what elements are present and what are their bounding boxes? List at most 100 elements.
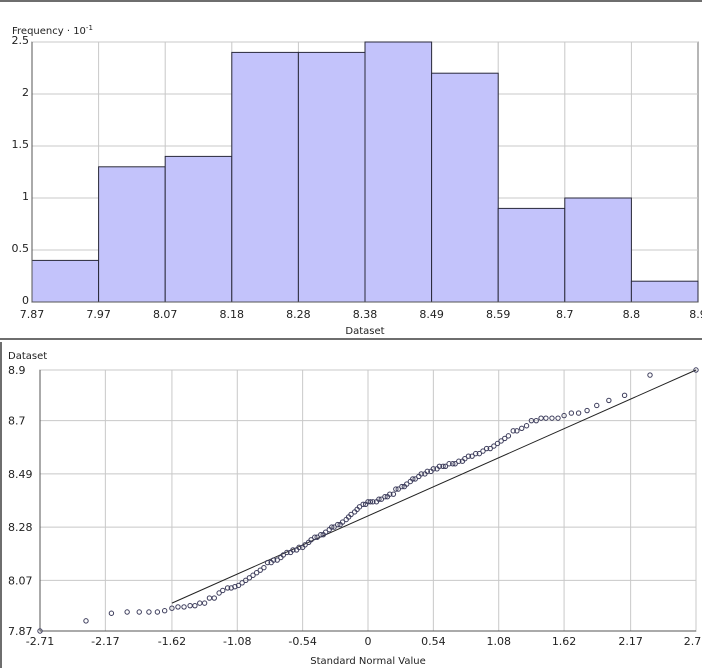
data-point xyxy=(216,590,222,596)
data-point xyxy=(469,453,475,459)
data-point xyxy=(367,499,374,505)
data-point xyxy=(270,557,277,563)
x-tick-label: -0.54 xyxy=(288,635,316,648)
data-point xyxy=(243,577,249,584)
data-point xyxy=(621,392,628,399)
y-tick-label: 8.49 xyxy=(8,468,33,481)
data-point xyxy=(264,559,271,566)
data-point xyxy=(378,496,385,502)
histogram-bar xyxy=(164,155,233,303)
y-tick-label: 8.9 xyxy=(8,364,26,377)
data-point xyxy=(533,417,539,424)
x-tick-label: 7.97 xyxy=(86,308,111,321)
data-point xyxy=(594,402,600,409)
data-point xyxy=(568,410,575,416)
data-point xyxy=(239,580,245,586)
y-tick-label: 7.87 xyxy=(8,625,33,638)
data-point xyxy=(274,557,280,563)
data-point xyxy=(549,415,555,421)
data-point xyxy=(382,493,388,500)
x-tick-label: 0 xyxy=(365,635,372,648)
data-point xyxy=(505,433,512,439)
data-point xyxy=(476,450,483,457)
data-point xyxy=(220,587,226,594)
data-point xyxy=(390,491,397,497)
data-point xyxy=(314,534,320,540)
x-tick-label: 8.8 xyxy=(623,308,641,321)
data-point xyxy=(261,564,267,571)
data-point xyxy=(561,412,567,419)
histogram-bar xyxy=(431,72,499,303)
x-tick-label: 8.28 xyxy=(286,308,311,321)
histogram-bar xyxy=(364,41,433,303)
histogram-bar xyxy=(231,51,299,303)
y-tick-label: 0 xyxy=(22,294,29,307)
x-tick-label: 2.17 xyxy=(618,635,643,648)
x-tick-label: 7.87 xyxy=(20,308,45,321)
data-point xyxy=(253,570,260,576)
histogram-bar xyxy=(31,259,100,303)
x-tick-label: 8.18 xyxy=(220,308,245,321)
data-point xyxy=(376,496,382,502)
y-axis-title: Dataset xyxy=(8,351,47,362)
x-tick-label: 8.49 xyxy=(419,308,444,321)
y-tick-label: 0.5 xyxy=(12,242,30,255)
data-point xyxy=(246,575,253,581)
x-tick-label: -1.62 xyxy=(158,635,186,648)
data-point xyxy=(606,397,612,404)
histogram-bar xyxy=(98,166,166,303)
x-tick-label: 0.54 xyxy=(421,635,446,648)
data-point xyxy=(410,476,416,482)
data-point xyxy=(175,604,181,610)
data-point xyxy=(498,438,504,444)
histogram-bar xyxy=(497,207,566,303)
data-point xyxy=(452,461,458,467)
data-point xyxy=(322,529,329,535)
data-point xyxy=(502,435,508,442)
data-point xyxy=(465,453,472,459)
histogram-bar xyxy=(630,280,699,303)
data-point xyxy=(514,428,520,434)
data-point xyxy=(331,524,337,530)
data-point xyxy=(108,610,115,616)
data-point xyxy=(318,532,324,538)
data-point xyxy=(393,486,399,492)
data-point xyxy=(693,367,699,373)
data-point xyxy=(328,524,335,530)
x-tick-label: -2.17 xyxy=(91,635,119,648)
data-point xyxy=(584,407,590,414)
data-point xyxy=(487,445,493,452)
data-point xyxy=(456,458,462,464)
data-point xyxy=(335,521,341,528)
x-axis-title: Dataset xyxy=(345,326,384,337)
data-point xyxy=(519,425,525,431)
data-point xyxy=(387,491,393,497)
reference-line xyxy=(171,369,697,604)
data-point xyxy=(312,534,318,540)
qq-plot-chart: 7.87 8.07 8.28 8.49 8.7 8.9 -2.71 -2.17 -1.62 -1.… xyxy=(8,351,702,667)
data-point xyxy=(424,468,431,475)
y-tick-label: 8.07 xyxy=(8,574,33,587)
x-tick-label: 2.71 xyxy=(684,635,702,648)
data-point xyxy=(302,542,308,548)
y-tick-label: 8.28 xyxy=(8,521,33,534)
data-point xyxy=(370,499,376,505)
data-point xyxy=(201,600,208,606)
data-point xyxy=(161,608,168,614)
data-point xyxy=(543,415,549,421)
data-point xyxy=(146,609,152,615)
x-tick-label: 8.38 xyxy=(353,308,378,321)
y-tick-label: 1.5 xyxy=(12,138,30,151)
qq-plot-panel: 7.87 8.07 8.28 8.49 8.7 8.9 -2.71 -2.17 -1.62 -1.… xyxy=(0,342,702,668)
data-point xyxy=(450,461,456,467)
y-tick-label: 2 xyxy=(22,86,29,99)
y-tick-label: 2.5 xyxy=(12,34,30,47)
data-point xyxy=(491,443,497,449)
y-tick-label: 8.7 xyxy=(8,415,26,428)
data-point xyxy=(83,618,89,624)
data-point xyxy=(235,582,242,589)
data-point xyxy=(211,595,217,601)
data-point xyxy=(436,463,443,469)
data-point xyxy=(510,428,516,434)
data-point xyxy=(169,605,175,611)
